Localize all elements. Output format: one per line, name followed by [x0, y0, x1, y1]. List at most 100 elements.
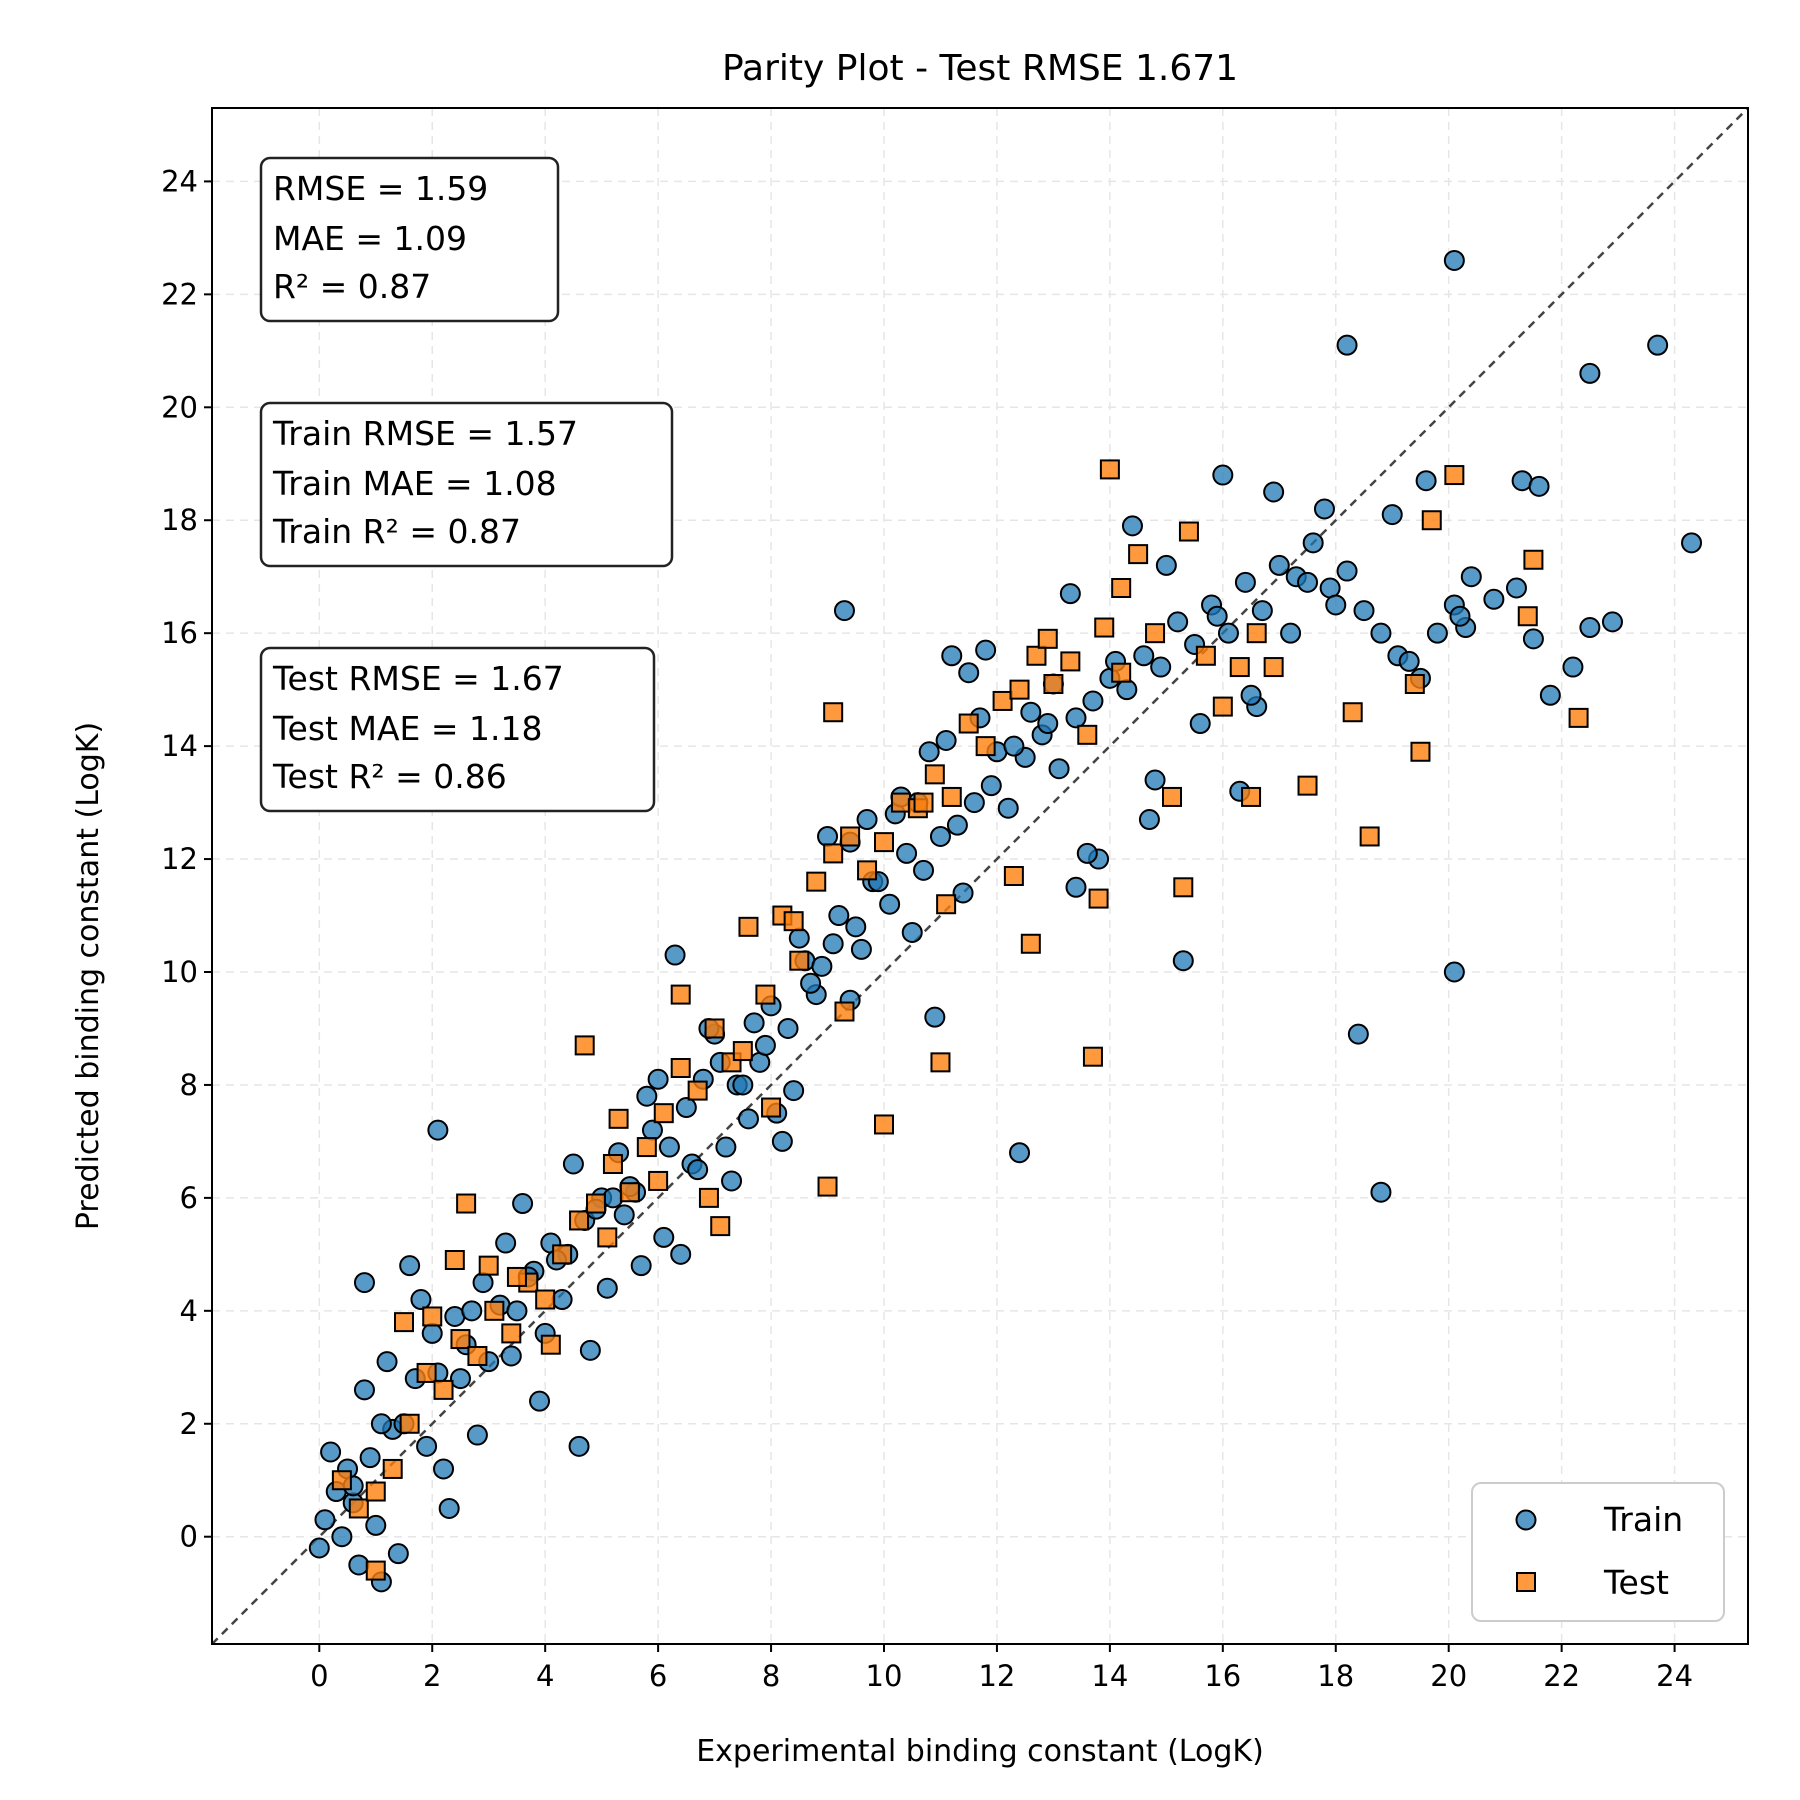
test-point [1359, 826, 1380, 847]
train-point [314, 1509, 336, 1531]
train-point [630, 1255, 652, 1277]
train-point [636, 1085, 658, 1107]
train-point [924, 1006, 946, 1028]
train-point [1240, 684, 1262, 706]
train-point [433, 1458, 455, 1480]
test-point [1094, 617, 1115, 638]
test-point [597, 1227, 618, 1248]
train-point [1172, 950, 1194, 972]
train-point [1449, 605, 1471, 627]
train-point [1415, 470, 1437, 492]
test-point [1111, 662, 1132, 683]
train-point [670, 1243, 692, 1265]
train-point [1150, 656, 1172, 678]
test-point [653, 1103, 674, 1124]
x-tick-label: 4 [536, 1659, 554, 1693]
test-point [331, 1470, 352, 1491]
test-point [1060, 651, 1081, 672]
test-point [1246, 623, 1267, 644]
stats-box-frame [259, 646, 656, 813]
test-point [783, 911, 804, 932]
train-point [1037, 713, 1059, 735]
test-point [1088, 888, 1109, 909]
train-point [980, 775, 1002, 797]
train-point [1381, 504, 1403, 526]
train-point [1121, 515, 1143, 537]
test-point [1568, 707, 1589, 728]
train-point [461, 1300, 483, 1322]
test-point [874, 1114, 894, 1135]
train-point [1065, 707, 1087, 729]
train-point [1234, 571, 1256, 593]
legend: Train Test [1471, 1482, 1725, 1622]
y-tick-label: 20 [161, 390, 198, 424]
test-point [1263, 657, 1284, 678]
train-point [370, 1413, 392, 1435]
test-point [1128, 544, 1149, 565]
test-point [992, 690, 1013, 711]
test-point [1421, 510, 1442, 531]
train-point [963, 792, 985, 814]
test-point [382, 1458, 403, 1479]
train-point [647, 1068, 669, 1090]
train-point [1280, 622, 1302, 644]
x-tick-label: 6 [649, 1659, 667, 1693]
y-tick-label: 2 [180, 1407, 198, 1441]
train-point [1059, 583, 1081, 605]
train-point [879, 893, 901, 915]
test-point [1444, 465, 1465, 486]
test-point [1009, 679, 1030, 700]
test-point [467, 1346, 488, 1366]
y-tick-label: 22 [161, 277, 198, 311]
test-point [670, 1058, 691, 1078]
test-point [1517, 606, 1538, 627]
test-point [874, 832, 894, 853]
train-point [353, 1379, 375, 1401]
test-point [619, 1182, 640, 1203]
test-point [1162, 786, 1182, 807]
test-point [1404, 674, 1425, 694]
x-tick-label: 16 [1204, 1659, 1241, 1693]
test-point [761, 1097, 782, 1118]
y-tick-label: 18 [161, 503, 198, 537]
legend-test-marker [1516, 1572, 1536, 1592]
train-point [845, 916, 867, 938]
x-tick-label: 14 [1091, 1659, 1128, 1693]
y-tick-label: 8 [180, 1068, 198, 1102]
train-point [613, 1204, 635, 1226]
test-point [924, 764, 945, 785]
train-point [1579, 362, 1601, 384]
test-point [574, 1035, 595, 1056]
train-point [320, 1441, 342, 1463]
train-point [472, 1272, 494, 1294]
train-point [1020, 701, 1042, 723]
test-point [348, 1498, 369, 1519]
test-point [422, 1306, 443, 1327]
train-point [331, 1526, 353, 1548]
stats-box-train: Train RMSE = 1.57 Train MAE = 1.08 Train… [259, 401, 674, 568]
train-point [1522, 628, 1544, 650]
test-point [569, 1210, 590, 1231]
x-tick-label: 20 [1430, 1659, 1467, 1693]
test-point [1026, 645, 1047, 666]
train-point [1144, 769, 1166, 791]
train-point [1681, 532, 1703, 554]
train-point [348, 1554, 370, 1576]
test-point [823, 702, 844, 723]
test-point [834, 1001, 855, 1022]
test-point [602, 1154, 623, 1174]
test-point [1241, 786, 1262, 807]
x-axis: 0 2 4 6 8 10 12 14 16 18 20 22 24 [310, 1644, 1693, 1693]
train-point [562, 1153, 584, 1175]
train-point [1048, 758, 1070, 780]
train-point [1263, 481, 1285, 503]
train-point [771, 1130, 793, 1152]
y-tick-label: 4 [180, 1294, 198, 1328]
train-point [1539, 684, 1561, 706]
train-rmse: Train RMSE = 1.57 [272, 414, 578, 453]
train-point [1297, 571, 1319, 593]
test-point [450, 1329, 471, 1350]
train-point [918, 741, 940, 763]
